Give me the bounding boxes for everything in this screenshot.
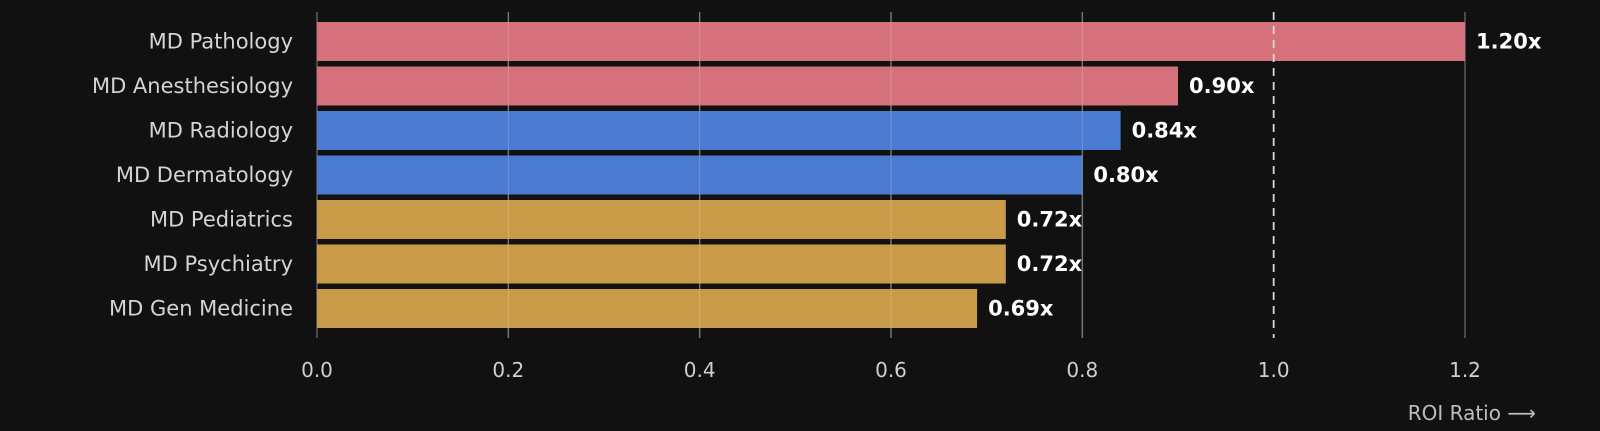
x-tick-label: 0.6 [875,358,907,382]
value-label: 0.69x [988,297,1054,321]
category-label: MD Pathology [149,30,293,54]
category-label: MD Pediatrics [150,208,293,232]
category-label: MD Anesthesiology [92,74,293,98]
category-label: MD Psychiatry [144,252,293,276]
value-label: 1.20x [1476,30,1542,54]
x-axis-title: ROI Ratio ⟶ [1408,401,1536,425]
category-label: MD Radiology [149,119,293,143]
bar [317,66,1178,106]
value-label: 0.72x [1017,252,1083,276]
x-tick-label: 0.8 [1066,358,1098,382]
x-tick-label: 0.4 [684,358,716,382]
bar [317,155,1083,195]
value-label: 0.80x [1093,163,1159,187]
value-label: 0.84x [1132,119,1198,143]
category-label: MD Dermatology [116,163,293,187]
bar [317,244,1006,284]
category-label: MD Gen Medicine [109,297,293,321]
bar [317,111,1121,150]
reference-line-layer [507,12,1275,338]
bar [317,200,1006,239]
value-label: 0.72x [1017,208,1083,232]
bars [317,22,1465,328]
x-tick-label: 0.0 [301,358,333,382]
x-tick-label: 1.2 [1449,358,1481,382]
bar [317,289,978,328]
value-label: 0.90x [1189,74,1255,98]
labels: 0.0 0.2 0.4 0.6 0.8 1.0 1.2 MD Pathology 1.20x MD… [92,30,1542,383]
x-tick-label: 0.2 [492,358,524,382]
x-tick-label: 1.0 [1258,358,1290,382]
